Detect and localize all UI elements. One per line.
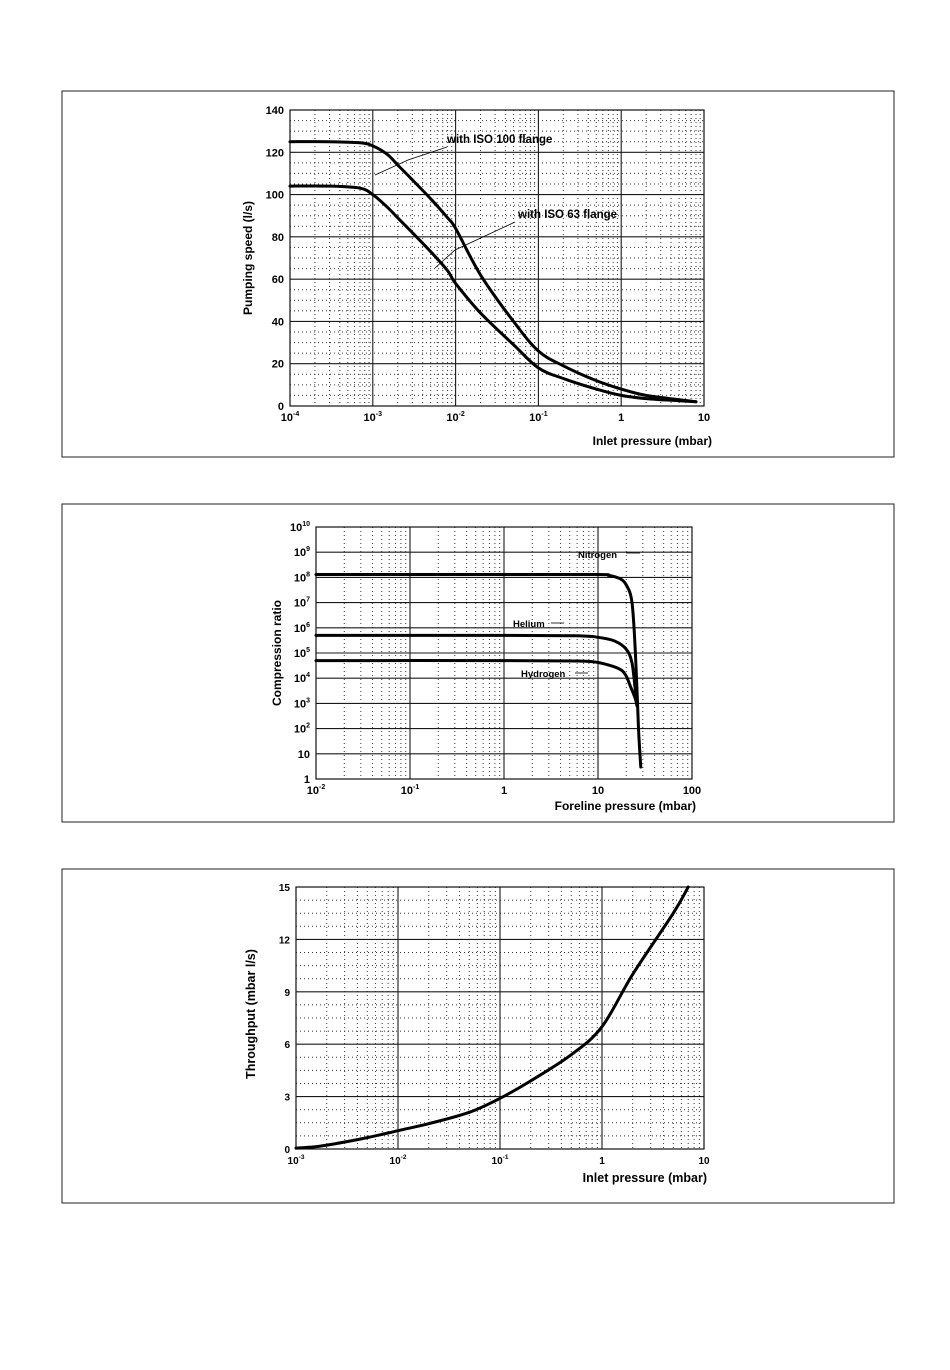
y-tick-label: 0 bbox=[278, 401, 284, 413]
y-tick-label: 105 bbox=[294, 647, 310, 660]
y-tick-label: 109 bbox=[294, 546, 310, 559]
y-tick-label: 15 bbox=[279, 883, 291, 894]
y-tick-label: 9 bbox=[284, 988, 290, 999]
series-line-helium bbox=[314, 633, 639, 708]
y-axis-label: Compression ratio bbox=[270, 600, 284, 706]
series-annotation: with ISO 63 flange bbox=[517, 209, 617, 221]
y-tick-label: 1010 bbox=[290, 521, 310, 534]
x-tick-label: 10-1 bbox=[401, 784, 420, 797]
series-annotation: with ISO 100 flange bbox=[446, 134, 552, 146]
series-annotation: Helium bbox=[513, 619, 545, 630]
plot-area-border bbox=[289, 109, 705, 407]
y-tick-label: 107 bbox=[294, 597, 310, 610]
x-tick-label: 100 bbox=[683, 785, 701, 797]
y-tick-label: 102 bbox=[294, 723, 310, 736]
y-tick-label: 104 bbox=[294, 672, 310, 685]
x-tick-label: 10 bbox=[698, 412, 710, 424]
x-axis-label: Inlet pressure (mbar) bbox=[593, 434, 712, 448]
x-tick-label: 10-3 bbox=[288, 1154, 305, 1167]
x-tick-label: 10-2 bbox=[307, 784, 326, 797]
x-tick-label: 10-4 bbox=[281, 411, 300, 424]
y-tick-label: 0 bbox=[284, 1145, 290, 1156]
series-line-hydrogen bbox=[314, 659, 639, 708]
x-axis-label: Foreline pressure (mbar) bbox=[555, 799, 696, 813]
x-tick-label: 10-1 bbox=[492, 1154, 509, 1167]
compression-ratio-chart: 10-2 10-1 1 10 100 1 10 102 103 104 105 106 107 108 10… bbox=[270, 521, 701, 813]
x-tick-label: 10-2 bbox=[446, 411, 465, 424]
x-tick-label: 1 bbox=[599, 1156, 605, 1167]
throughput-chart: 10-3 10-2 10-1 1 10 0 3 6 9 12 15 Inlet pressure (m… bbox=[244, 883, 710, 1185]
x-axis-label: Inlet pressure (mbar) bbox=[583, 1171, 707, 1185]
annotation-leader-line bbox=[374, 146, 448, 176]
y-tick-label: 40 bbox=[272, 316, 284, 328]
y-tick-label: 80 bbox=[272, 232, 284, 244]
series-annotation: Nitrogen bbox=[578, 550, 617, 561]
y-tick-label: 120 bbox=[266, 147, 284, 159]
chart-frame-compression-ratio bbox=[61, 503, 895, 823]
x-tick-label: 10-2 bbox=[390, 1154, 407, 1167]
series-line-with-iso-100-flange bbox=[288, 140, 698, 404]
y-tick-label: 10 bbox=[298, 749, 310, 761]
chart-frame-throughput bbox=[61, 868, 895, 1204]
x-tick-label: 10 bbox=[698, 1156, 710, 1167]
y-axis-label: Pumping speed (l/s) bbox=[241, 201, 255, 315]
pumping-speed-chart: 10-4 10-3 10-2 10-1 1 10020406080100120140Inl… bbox=[241, 105, 712, 448]
x-tick-label: 10 bbox=[592, 785, 604, 797]
plot-area-border bbox=[295, 886, 705, 1150]
series-line-with-iso-63-flange bbox=[288, 184, 698, 404]
y-tick-label: 12 bbox=[279, 935, 291, 946]
y-tick-label: 140 bbox=[266, 105, 284, 117]
y-tick-label: 106 bbox=[294, 622, 310, 635]
x-tick-label: 10-3 bbox=[364, 411, 383, 424]
annotation-leader-line bbox=[434, 221, 516, 269]
x-tick-label: 1 bbox=[501, 785, 507, 797]
plot-area-border bbox=[315, 526, 693, 780]
y-tick-label: 100 bbox=[266, 190, 284, 202]
y-tick-label: 60 bbox=[272, 274, 284, 286]
y-axis-label: Throughput (mbar l/s) bbox=[244, 949, 258, 1079]
y-tick-label: 20 bbox=[272, 359, 284, 371]
series-line-nitrogen bbox=[314, 572, 643, 769]
series-annotation: Hydrogen bbox=[521, 669, 566, 680]
x-tick-label: 10-1 bbox=[529, 411, 548, 424]
series-line-throughput bbox=[294, 885, 690, 1150]
y-tick-label: 103 bbox=[294, 697, 310, 710]
chart-frame-pumping-speed bbox=[61, 90, 895, 458]
y-tick-label: 1 bbox=[304, 774, 310, 786]
x-tick-label: 1 bbox=[618, 412, 624, 424]
y-tick-label: 108 bbox=[294, 571, 310, 584]
y-tick-label: 6 bbox=[284, 1040, 290, 1051]
y-tick-label: 3 bbox=[284, 1093, 290, 1104]
